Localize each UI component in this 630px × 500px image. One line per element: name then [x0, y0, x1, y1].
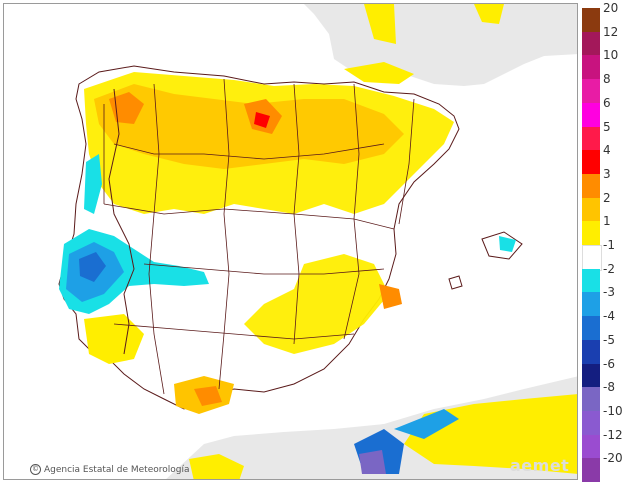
legend-swatch: [582, 8, 600, 33]
legend-swatch: [582, 102, 600, 127]
aemet-logo: aemet: [510, 456, 570, 475]
anomaly-valencia-hot: [379, 284, 402, 309]
legend-tick-label: -8: [603, 380, 615, 395]
legend-tick-label: 5: [603, 119, 611, 134]
anomaly-pyrenees: [344, 62, 414, 84]
legend-swatch: [582, 268, 600, 293]
legend-tick-label: 20: [603, 1, 619, 15]
portugal-border: [108, 88, 135, 355]
legend-swatch: [582, 126, 600, 151]
legend-tick-label: 2: [603, 190, 611, 205]
legend-swatch: [582, 316, 600, 341]
legend-swatch: [582, 31, 600, 56]
anomaly-africa-coast-cold: [394, 409, 459, 439]
legend-swatch: [582, 79, 600, 104]
legend-tick-label: 10: [603, 48, 619, 63]
legend-tick-label: -2: [603, 261, 615, 276]
legend-swatch: [582, 458, 600, 483]
temperature-anomaly-map: [3, 3, 578, 480]
legend-tick-label: 12: [603, 24, 619, 39]
copyright-symbol: ©: [30, 464, 41, 475]
legend-swatch: [582, 197, 600, 222]
legend-swatch: [582, 339, 600, 364]
legend-tick-label: -5: [603, 332, 615, 347]
anomaly-south-yellow: [244, 254, 389, 354]
legend-tick-label: 4: [603, 143, 611, 158]
legend-swatch: [582, 410, 600, 436]
legend-swatch: [582, 387, 600, 412]
legend-tick-label: 8: [603, 72, 611, 87]
anomaly-north-orange: [94, 84, 404, 169]
legend-swatch: [582, 173, 600, 199]
anomaly-balearic-cold: [499, 236, 516, 252]
credit-text: Agencia Estatal de Meteorología: [44, 465, 190, 475]
legend-swatch: [582, 363, 600, 388]
legend-tick-label: 1: [603, 214, 611, 229]
anomaly-france-patch: [474, 4, 504, 24]
legend-swatch: [582, 221, 600, 246]
province-borders: [103, 78, 415, 395]
legend-swatch: [582, 150, 600, 175]
anomaly-france-patch-2: [364, 4, 396, 44]
legend-tick-label: -10: [603, 403, 623, 418]
legend-tick-label: -4: [603, 309, 615, 324]
legend-tick-label: 6: [603, 95, 611, 110]
legend-tick-label: 3: [603, 166, 611, 181]
anomaly-porto-cold: [84, 154, 102, 214]
legend-swatch: [582, 292, 600, 317]
legend-swatch: [582, 434, 600, 459]
anomaly-africa-coldest: [359, 450, 386, 474]
anomaly-burgos-peak: [254, 112, 270, 128]
legend-tick-label: -1: [603, 238, 615, 252]
legend-swatch: [582, 245, 602, 272]
anomaly-galicia-hot: [109, 92, 144, 124]
credit: © Agencia Estatal de Meteorología: [30, 464, 190, 475]
ibiza-island: [448, 275, 463, 290]
legend-tick-label: -6: [603, 356, 615, 371]
anomaly-west-coldest: [79, 252, 106, 282]
anomaly-africa-west: [189, 454, 244, 479]
legend-swatch: [582, 55, 600, 80]
legend-tick-label: -20: [603, 451, 623, 466]
map-svg: [4, 4, 577, 479]
anomaly-andalusia-peak: [194, 386, 222, 406]
legend-tick-label: -3: [603, 285, 615, 300]
legend-tick-label: -12: [603, 427, 623, 442]
